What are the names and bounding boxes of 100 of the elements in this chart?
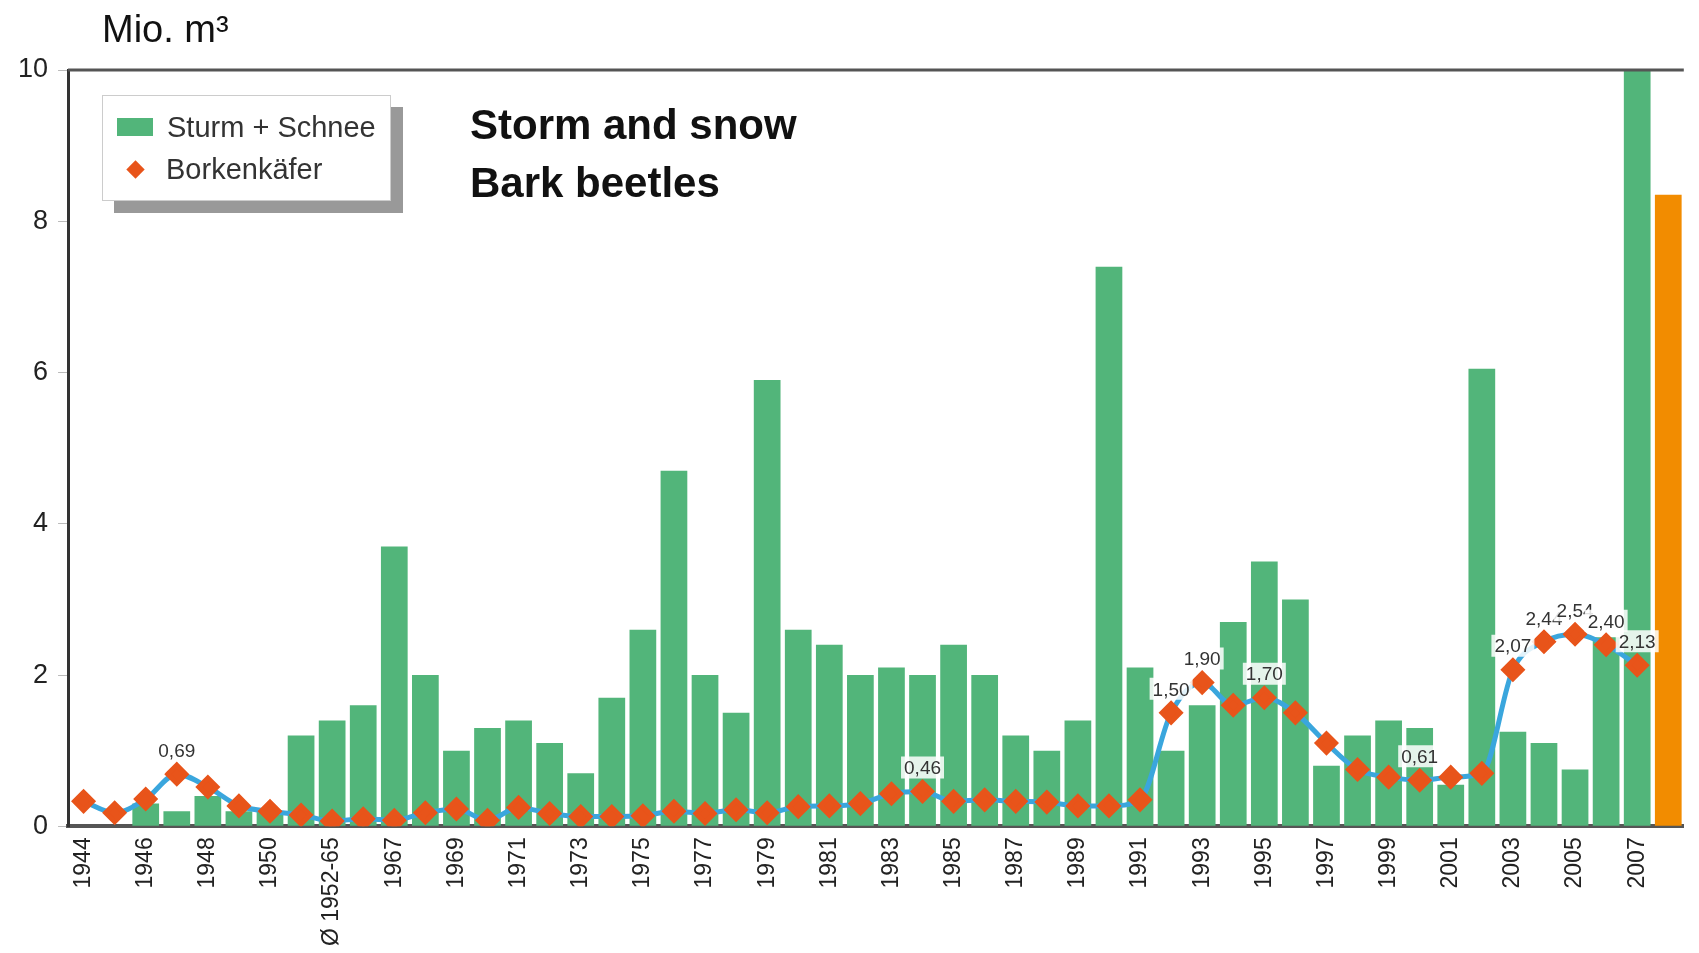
x-tick-label: Ø 1952-65 [317,837,344,947]
bar [194,796,222,826]
point [444,797,468,821]
y-tick-label: 8 [33,204,49,235]
point [786,795,810,819]
data-label: 1,50 [1152,678,1190,700]
data-label: 1,90 [1183,648,1221,670]
bar [753,380,781,826]
point [196,775,220,799]
point [413,801,437,825]
x-tick-label: 1950 [255,837,282,889]
x-tick-label: 1995 [1249,837,1276,889]
x-tick-label: 1981 [814,837,841,889]
bar [1095,266,1123,826]
bar [412,675,439,826]
x-tick-label: 1971 [503,837,530,889]
bar [1313,765,1340,826]
point [258,799,282,823]
x-tick-label: 1946 [131,837,158,889]
point [1563,622,1587,646]
point [72,789,96,813]
point [1594,633,1618,657]
point [1532,630,1556,654]
data-label: 0,46 [904,757,942,779]
bar [1282,599,1309,826]
bar [847,675,874,826]
data-label: 1,70 [1245,663,1283,685]
point [103,801,127,825]
bar [1592,637,1620,826]
point [755,801,779,825]
point [227,794,251,818]
x-tick-label: 1975 [628,837,655,889]
bar [380,546,408,826]
data-label: 0,61 [1401,745,1439,767]
x-tick-label: 1987 [1001,837,1028,889]
legend-label: Sturm + Schnee [167,110,376,144]
point [911,780,935,804]
point [1283,701,1307,725]
point [1252,686,1276,710]
bar [1530,743,1558,826]
x-tick-label: 1993 [1187,837,1214,889]
point [289,803,313,827]
point [1314,731,1338,755]
bar [318,720,346,826]
bar [691,675,719,826]
bar [1437,784,1465,826]
point [1066,794,1090,818]
x-tick-label: 1944 [68,837,95,889]
bar [784,629,812,826]
point [1501,658,1525,682]
point [693,801,717,825]
point [600,804,624,827]
bar [1157,750,1185,826]
point [879,782,903,806]
point [134,787,158,811]
bar [940,644,967,826]
point [1625,653,1649,677]
bar [660,470,688,826]
bar [1219,622,1247,826]
point [1004,789,1028,813]
x-tick-label: 1989 [1063,837,1090,889]
bar [598,697,626,826]
x-tick-label: 1979 [752,837,779,889]
x-tick-label: 2001 [1436,837,1463,889]
x-tick-label: 1999 [1373,837,1400,889]
bar [815,644,843,826]
bar [878,667,905,826]
point [165,762,189,786]
point [569,804,593,827]
point [1128,788,1152,812]
point [1439,765,1463,789]
point [1097,794,1121,818]
y-axis-title: Mio. m³ [102,8,229,51]
point [631,804,655,827]
x-tick-label: 1969 [441,837,468,889]
data-label: 2,13 [1618,630,1656,652]
point [1470,761,1494,785]
point [942,789,966,813]
point [538,801,562,825]
y-tick-label: 4 [33,507,49,538]
point [1408,768,1432,792]
point [1190,671,1214,695]
point [507,795,531,819]
x-tick-label: 2007 [1622,837,1649,889]
point [973,788,997,812]
x-tick-label: 1948 [193,837,220,889]
x-tick-label: 1973 [566,837,593,889]
point [848,792,872,816]
bar [163,811,191,826]
bar [1188,705,1216,826]
x-tick-label: 1983 [876,837,903,889]
annotation: Storm and snow [470,100,797,150]
legend-label: Borkenkäfer [166,152,323,186]
point [724,798,748,822]
x-tick-label: 1985 [938,837,965,889]
x-tick-label: 2003 [1498,837,1525,889]
bar [629,629,657,826]
data-label: 0,69 [158,739,196,761]
data-label: 2,07 [1494,635,1532,657]
point [1221,693,1245,717]
